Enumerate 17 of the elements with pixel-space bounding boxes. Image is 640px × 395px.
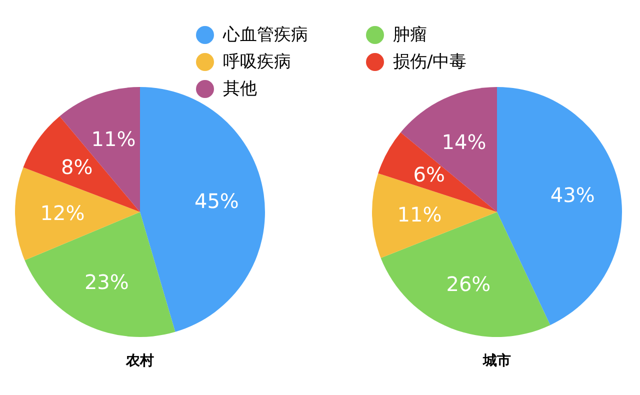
data-label: 11% [91,127,136,152]
data-label: 43% [550,183,595,208]
legend-label: 呼吸疾病 [223,52,291,72]
legend-label: 肿瘤 [393,25,427,45]
data-label: 12% [40,201,85,226]
text: 城市 [482,352,511,369]
data-label: 11% [397,202,442,226]
data-label: 6% [413,162,445,187]
data-label: 23% [84,270,129,294]
data-label: 26% [446,272,491,296]
legend-label: 其他 [223,79,257,99]
text: 农村 [125,353,154,369]
data-label: 8% [61,155,93,180]
legend-label: 心血管疾病 [222,25,308,45]
legend-label: 损伤/中毒 [393,52,467,72]
data-label: 45% [194,188,239,213]
data-label: 14% [442,130,486,154]
